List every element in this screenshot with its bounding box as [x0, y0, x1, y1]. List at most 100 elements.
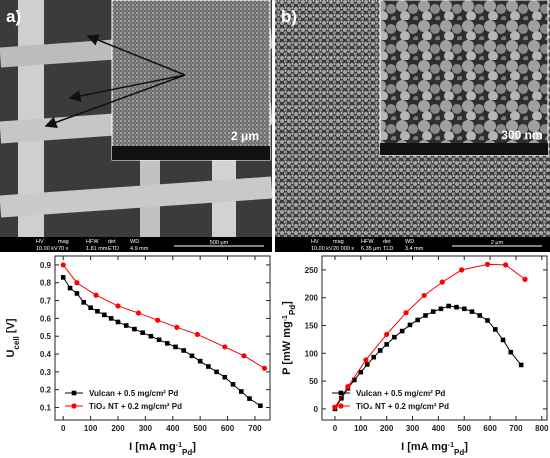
marker — [384, 331, 390, 337]
x-axis-label-part: -1 — [448, 442, 454, 449]
x-tick-label: 100 — [84, 424, 98, 433]
y-axis-label-part: P [mW mg — [281, 321, 293, 375]
legend-label: Vulcan + 0.5 mg/cm² Pd — [89, 389, 178, 398]
x-tick-label: 300 — [406, 424, 420, 433]
info-value: 20 000 x — [333, 246, 354, 252]
sem-image-b — [275, 0, 550, 252]
marker — [503, 262, 509, 268]
info-key: WD — [405, 239, 414, 245]
scale-bar-label: 500 μm — [210, 240, 229, 246]
info-key: HV — [36, 239, 44, 245]
marker — [261, 365, 268, 371]
y-tick-label: 0.1 — [40, 404, 52, 413]
marker — [258, 403, 263, 409]
marker — [194, 331, 201, 338]
marker — [345, 384, 351, 390]
marker — [358, 369, 364, 375]
legend-label: TiO₂ NT + 0.2 mg/cm² Pd — [89, 402, 182, 411]
marker — [407, 322, 413, 328]
marker — [363, 357, 369, 363]
marker — [140, 330, 145, 335]
y-tick-label: 0 — [314, 405, 319, 414]
marker — [477, 313, 483, 318]
x-axis-label-part: ] — [192, 441, 196, 453]
x-tick-label: 700 — [248, 424, 262, 433]
marker — [81, 300, 87, 305]
marker — [148, 333, 154, 339]
marker — [423, 313, 428, 318]
marker — [484, 261, 491, 267]
marker — [222, 344, 228, 350]
marker — [439, 279, 445, 285]
y-tick-label: 0.3 — [40, 368, 52, 377]
info-value: ETD — [108, 246, 119, 252]
series-line — [334, 263, 526, 408]
marker — [238, 389, 244, 394]
x-tick-label: 400 — [166, 424, 180, 433]
marker — [164, 341, 170, 346]
y-tick-label: 0.5 — [40, 332, 52, 341]
info-key: mag — [58, 239, 69, 245]
panel-label: b) — [281, 7, 297, 26]
legend-label: TiO₂ NT + 0.2 mg/cm² Pd — [356, 402, 449, 411]
marker — [135, 310, 142, 316]
legend-marker — [71, 390, 77, 396]
y-tick-label: 100 — [305, 349, 319, 358]
y-tick-label: 0.9 — [40, 261, 52, 270]
marker — [430, 309, 436, 314]
marker — [339, 396, 344, 401]
info-key: HFW — [86, 239, 99, 245]
marker — [174, 324, 180, 330]
x-axis-label-part: I [mA mg — [401, 441, 448, 453]
panel-label: a) — [6, 7, 21, 26]
marker — [197, 358, 203, 364]
marker — [214, 369, 219, 375]
marker — [377, 348, 383, 353]
info-value: 10.00 kV — [311, 246, 333, 252]
marker — [518, 362, 524, 368]
marker — [446, 303, 452, 309]
marker — [156, 337, 162, 343]
info-value: TLD — [383, 246, 393, 252]
marker — [364, 362, 370, 367]
marker — [421, 292, 427, 299]
marker — [74, 291, 80, 296]
legend-label: Vulcan + 0.5 mg/cm² Pd — [356, 389, 445, 398]
marker — [155, 317, 161, 323]
y-tick-label: 0.2 — [40, 386, 52, 395]
marker — [415, 317, 420, 323]
y-axis-label-part: [V] — [5, 318, 17, 336]
y-tick-label: 150 — [305, 321, 319, 330]
x-axis-label-part: I [mA mg — [129, 441, 176, 453]
marker — [454, 304, 459, 310]
y-tick-label: 250 — [305, 266, 319, 275]
x-tick-label: 0 — [333, 424, 338, 433]
x-tick-label: 800 — [535, 424, 549, 433]
y-axis-label: Ucell [V] — [5, 318, 21, 357]
marker — [392, 334, 397, 340]
marker — [115, 319, 121, 325]
marker — [522, 276, 528, 282]
marker — [492, 327, 498, 332]
marker — [181, 348, 187, 353]
marker — [508, 349, 514, 355]
x-tick-label: 600 — [221, 424, 235, 433]
marker — [247, 396, 252, 401]
inset-scale-label: 300 nm — [501, 128, 542, 142]
y-axis-label: P [mW mg-1Pd] — [281, 301, 297, 375]
marker — [485, 318, 490, 323]
marker — [108, 316, 114, 321]
inset-scale-label: 2 μm — [231, 129, 259, 143]
info-key: HV — [311, 239, 319, 245]
info-value: 6.35 μm — [361, 246, 381, 252]
marker — [399, 328, 405, 334]
legend-marker — [338, 403, 344, 409]
x-axis-label: I [mA mg-1Pd] — [129, 441, 196, 457]
marker — [230, 382, 236, 387]
x-axis-label: I [mA mg-1Pd] — [401, 441, 468, 457]
marker — [371, 354, 377, 360]
x-tick-label: 200 — [380, 424, 394, 433]
